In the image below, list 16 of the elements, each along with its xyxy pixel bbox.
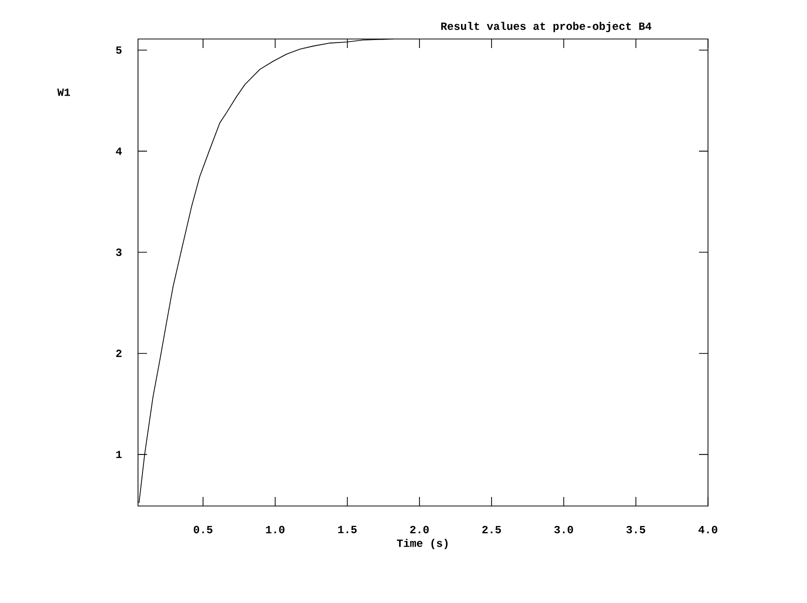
x-tick-label: 4.0 bbox=[698, 526, 718, 534]
y-tick-label: 5 bbox=[116, 46, 122, 54]
y-tick-label: 2 bbox=[116, 350, 122, 358]
y-tick-label: 4 bbox=[116, 148, 122, 155]
x-tick-label: 2.0 bbox=[410, 526, 429, 534]
y-tick-label: 1 bbox=[116, 450, 122, 458]
x-tick-label: 3.5 bbox=[626, 526, 646, 534]
x-tick-label: 0.5 bbox=[194, 526, 212, 534]
chart-title: Result values at probe-object B4 bbox=[441, 22, 652, 32]
x-tick-label: 3.0 bbox=[554, 526, 573, 534]
y-axis-title: W1 bbox=[57, 88, 70, 96]
x-tick-label: 1.5 bbox=[338, 526, 357, 534]
y-tick-label: 3 bbox=[116, 248, 122, 256]
x-axis-title: Time (s) bbox=[396, 538, 448, 550]
x-tick-label: 1.0 bbox=[266, 526, 284, 534]
x-tick-label: 2.5 bbox=[482, 526, 501, 534]
